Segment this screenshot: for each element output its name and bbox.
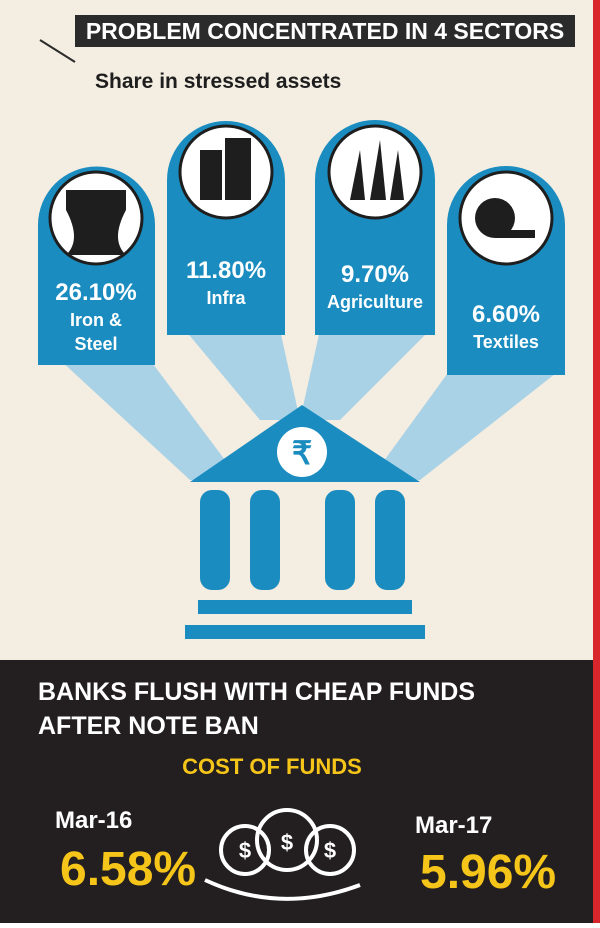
edge-strip — [593, 0, 600, 923]
period-label: Mar-16 — [55, 807, 132, 834]
rupee-symbol: ₹ — [292, 435, 312, 471]
sector-name: Agriculture — [327, 292, 423, 312]
period-value: 6.58% — [60, 843, 196, 896]
period-value: 5.96% — [420, 846, 556, 899]
dollar-signs: $ $ $ — [239, 830, 336, 863]
period-label: Mar-17 — [415, 812, 492, 839]
rupee-circle — [277, 427, 327, 477]
svg-text:$: $ — [324, 838, 336, 863]
sector-share: 6.60% — [472, 301, 540, 328]
sector-name: Textiles — [473, 332, 539, 352]
sector-name: Steel — [74, 334, 117, 354]
money-bags — [204, 808, 361, 901]
funds-title: AFTER NOTE BAN — [38, 712, 259, 740]
funds-subtitle: COST OF FUNDS — [182, 754, 362, 779]
header-bar — [75, 15, 575, 47]
beams — [60, 330, 560, 480]
sector-name: Infra — [206, 288, 246, 308]
sector-share: 26.10% — [55, 279, 136, 306]
sector-share: 9.70% — [341, 261, 409, 288]
bottom-panel — [0, 660, 593, 923]
svg-text:$: $ — [239, 838, 251, 863]
svg-text:$: $ — [281, 830, 293, 855]
sector-share: 11.80% — [186, 257, 266, 284]
header-subtitle: Share in stressed assets — [95, 70, 341, 93]
header-title: PROBLEM CONCENTRATED IN 4 SECTORS — [86, 18, 564, 44]
header-pointer — [39, 39, 76, 63]
icon-shapes — [66, 138, 535, 255]
sector-name: Iron & — [70, 310, 122, 330]
funds-title: BANKS FLUSH WITH CHEAP FUNDS — [38, 678, 475, 706]
